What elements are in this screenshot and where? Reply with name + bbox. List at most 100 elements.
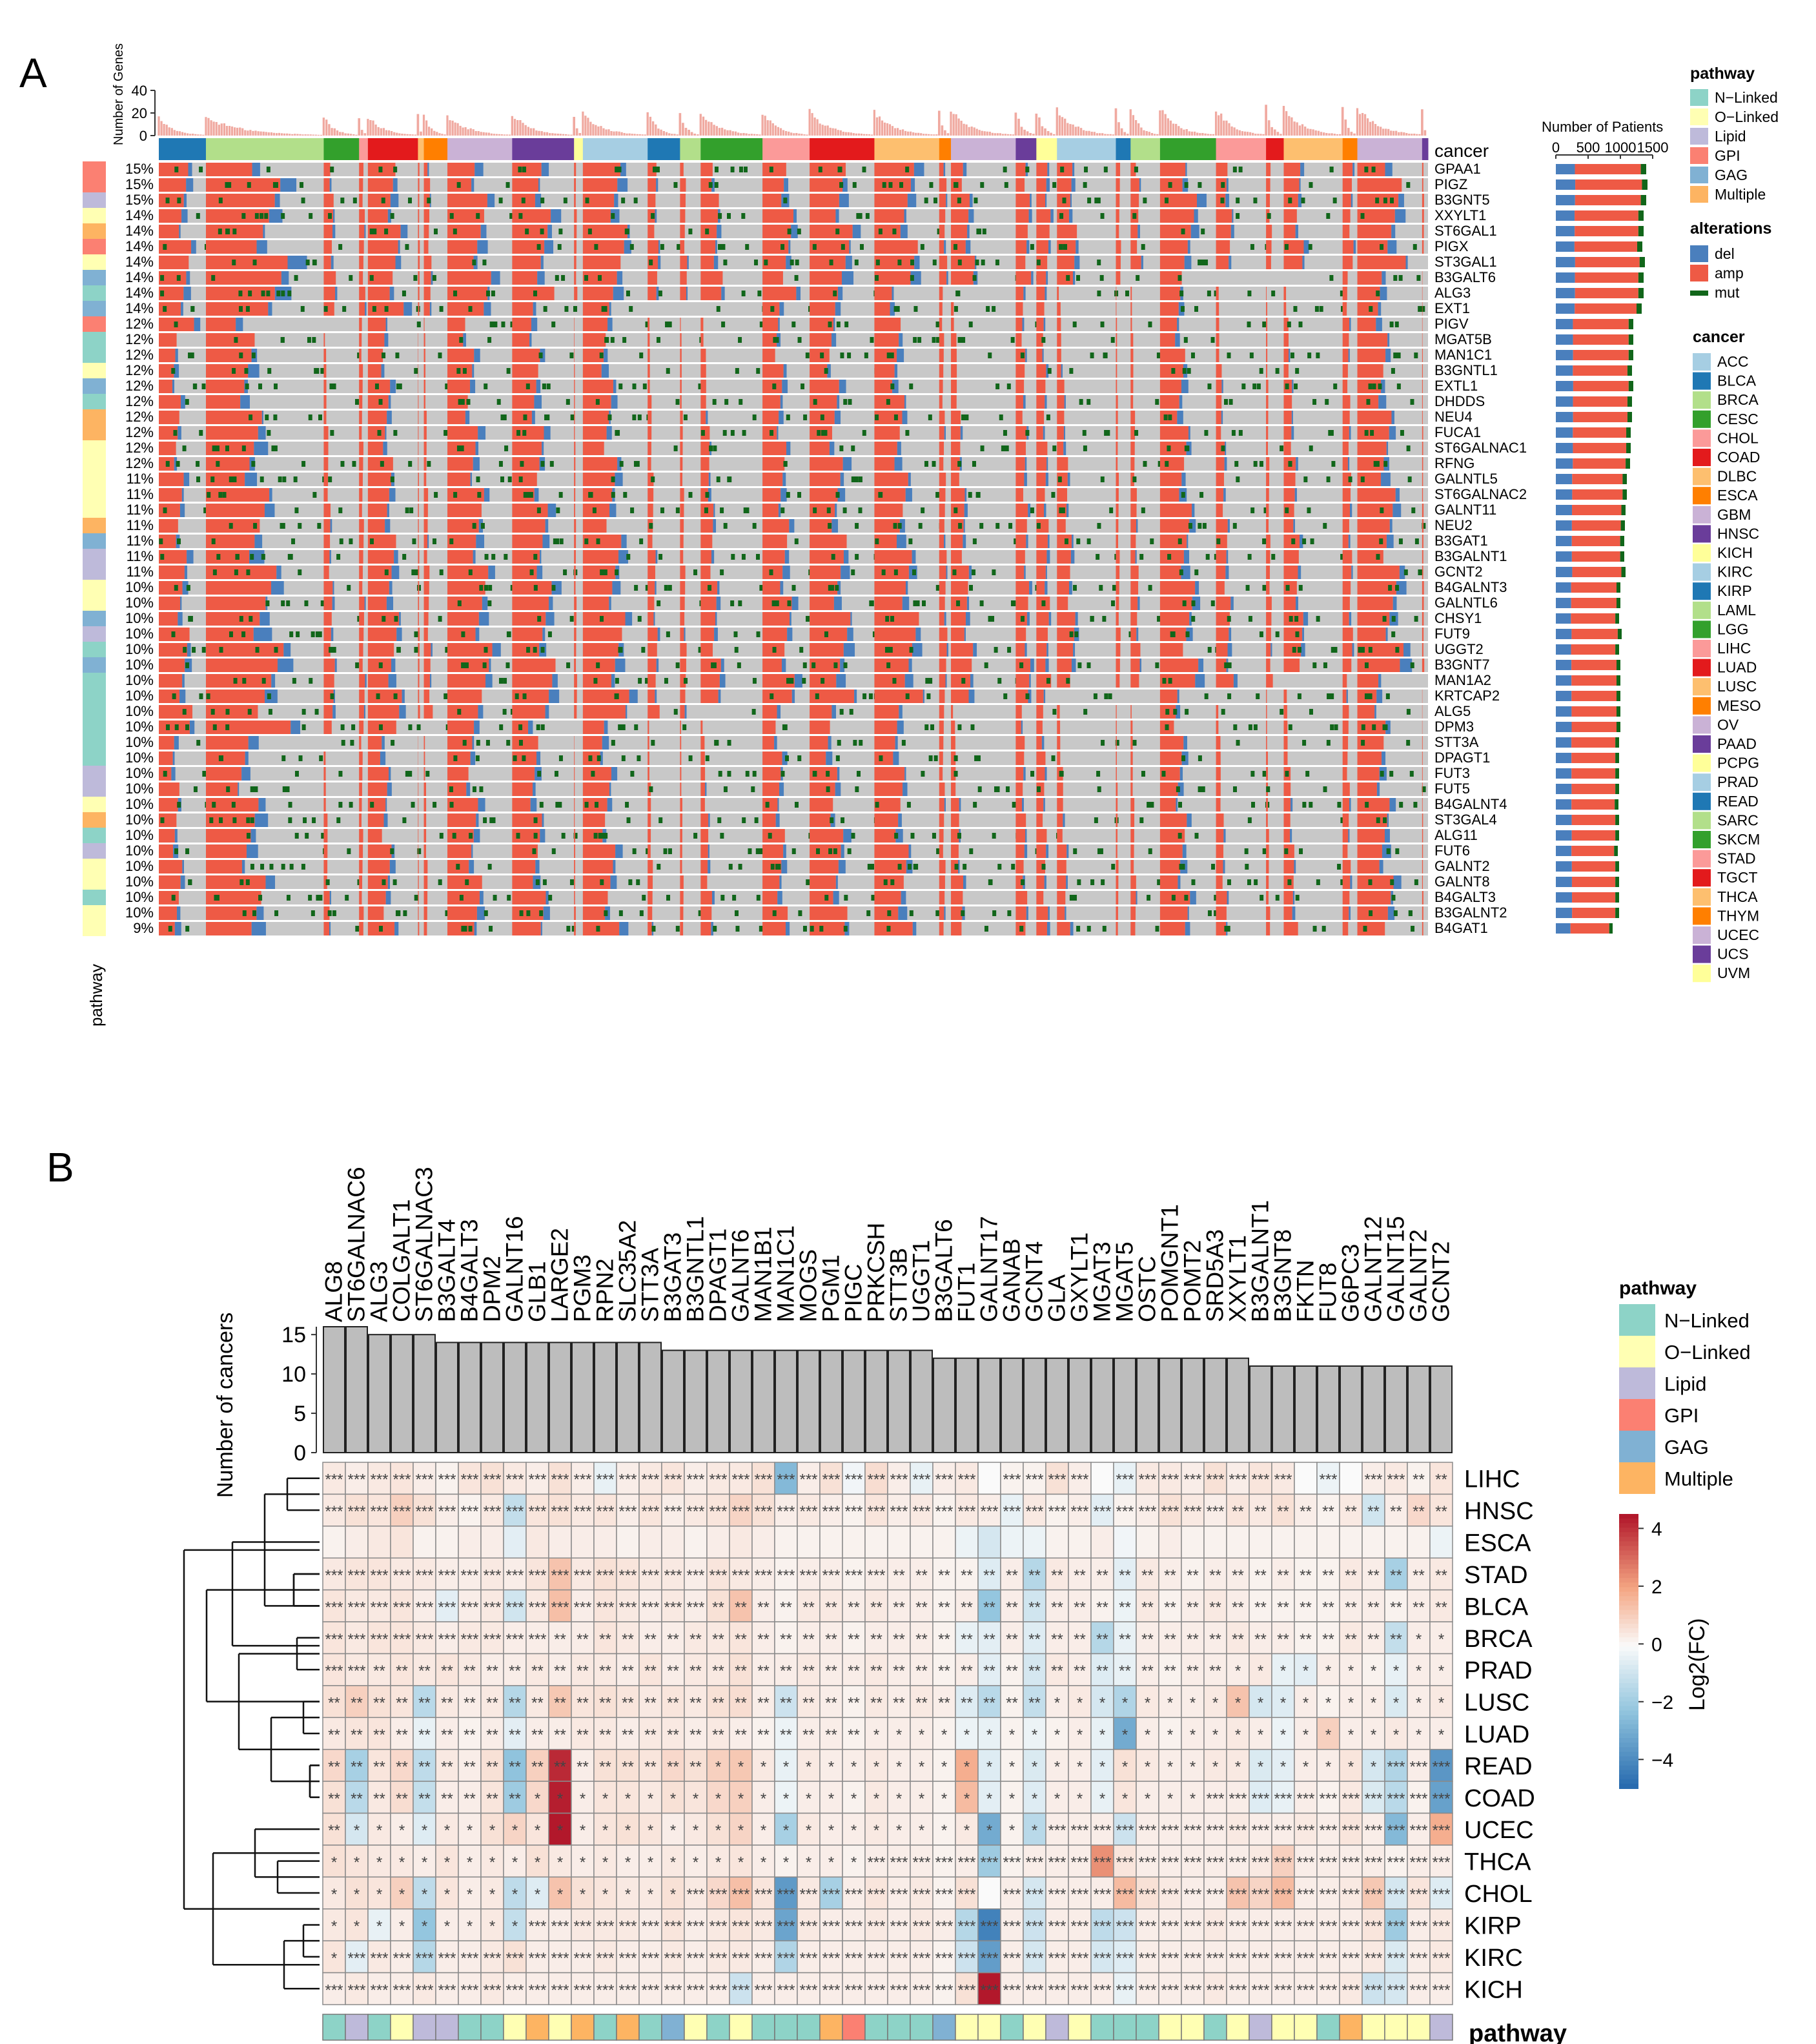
cancer-count-bars (323, 1326, 1453, 1453)
del-block (913, 163, 924, 176)
amp-block (810, 813, 831, 827)
mut-mark (350, 740, 354, 746)
amp-block (1057, 860, 1066, 874)
mut-mark (1376, 291, 1380, 296)
del-block (897, 721, 904, 734)
amp-block (205, 504, 265, 517)
mut-mark (1398, 275, 1403, 281)
patients-bar-amp (1572, 908, 1616, 918)
amp-block (951, 271, 974, 285)
amp-block (648, 488, 654, 502)
amp-block (1342, 256, 1353, 269)
mut-mark (252, 910, 257, 916)
amp-block (1015, 488, 1023, 502)
mut-mark (226, 786, 230, 792)
mut-mark (885, 616, 890, 622)
significance-mark: ** (915, 1567, 928, 1584)
amp-block (810, 550, 844, 564)
amp-block (359, 271, 363, 285)
mut-mark (1380, 507, 1384, 513)
mut-mark (1245, 864, 1249, 870)
del-block (896, 535, 906, 548)
significance-mark: *** (664, 1471, 682, 1489)
mut-mark (928, 414, 932, 420)
mut-mark (888, 647, 893, 653)
del-block (1177, 690, 1179, 703)
mut-mark (1204, 260, 1209, 265)
mut-mark (405, 244, 409, 250)
mut-mark (246, 569, 250, 575)
amp-block (582, 535, 622, 548)
mut-mark (813, 399, 817, 405)
significance-mark: ** (757, 1599, 770, 1616)
amp-block (1036, 705, 1043, 719)
amp-block (1422, 581, 1424, 595)
mut-mark (433, 229, 438, 234)
del-block (839, 194, 849, 207)
oncoprint-row (159, 690, 1428, 703)
amp-block (1357, 813, 1387, 827)
significance-mark: *** (641, 1567, 659, 1584)
amp-block (939, 488, 946, 502)
gene-percent-label: 10% (125, 734, 154, 750)
mut-mark (802, 662, 807, 668)
del-block (191, 240, 196, 254)
amp-block (810, 349, 830, 362)
significance-mark: *** (799, 1471, 817, 1489)
mut-mark (413, 275, 418, 281)
oncoprint-row (159, 473, 1428, 486)
heatmap-cell (1000, 1557, 1024, 1591)
gene-count-bars-kirp (646, 112, 678, 136)
gene-label-b4galnt4: B4GALNT4 (1434, 796, 1507, 812)
mut-mark (1294, 383, 1298, 389)
del-block (793, 209, 797, 223)
mut-mark (1134, 430, 1139, 436)
amp-block (874, 875, 904, 889)
mut-mark (772, 647, 777, 653)
oncoprint-row (159, 411, 1428, 424)
amp-block (1266, 287, 1267, 300)
amp-block (159, 302, 181, 316)
del-block (1187, 535, 1189, 548)
amp-block (1130, 256, 1141, 269)
amp-block (1216, 411, 1221, 424)
significance-mark: *** (1251, 1471, 1269, 1489)
mut-mark (932, 461, 936, 467)
mut-mark (309, 213, 313, 219)
amp-block (423, 225, 429, 238)
cancer-legend-label: DLBC (1717, 468, 1757, 485)
amp-block (1357, 442, 1387, 455)
mut-mark (666, 631, 670, 637)
mut-mark (281, 291, 285, 296)
mut-mark (635, 461, 640, 467)
del-block (898, 813, 902, 827)
amp-block (574, 643, 576, 657)
del-block (831, 519, 839, 533)
amp-block (1116, 782, 1118, 796)
del-block (470, 380, 476, 393)
amp-block (323, 287, 336, 300)
amp-block (1342, 844, 1348, 858)
amp-block (512, 550, 540, 564)
mut-mark (1036, 260, 1041, 265)
amp-block (680, 225, 685, 238)
mut-mark (1414, 879, 1418, 885)
del-block (843, 829, 852, 843)
mut-mark (723, 786, 728, 792)
amp-block (159, 829, 175, 843)
amp-block (418, 287, 420, 300)
patients-bar-amp (1575, 272, 1638, 283)
mut-mark (412, 538, 416, 544)
amp-block (367, 597, 387, 610)
mut-mark (851, 833, 855, 839)
mut-mark (403, 910, 407, 916)
mut-mark (159, 538, 163, 544)
amp-block (1116, 225, 1119, 238)
del-block (1195, 581, 1199, 595)
mut-mark (1132, 213, 1137, 219)
significance-mark: ** (1119, 1567, 1131, 1584)
mut-mark (339, 538, 343, 544)
amp-block (323, 488, 328, 502)
cancer-legend-label: HNSC (1717, 525, 1759, 542)
mut-mark (1321, 926, 1326, 932)
